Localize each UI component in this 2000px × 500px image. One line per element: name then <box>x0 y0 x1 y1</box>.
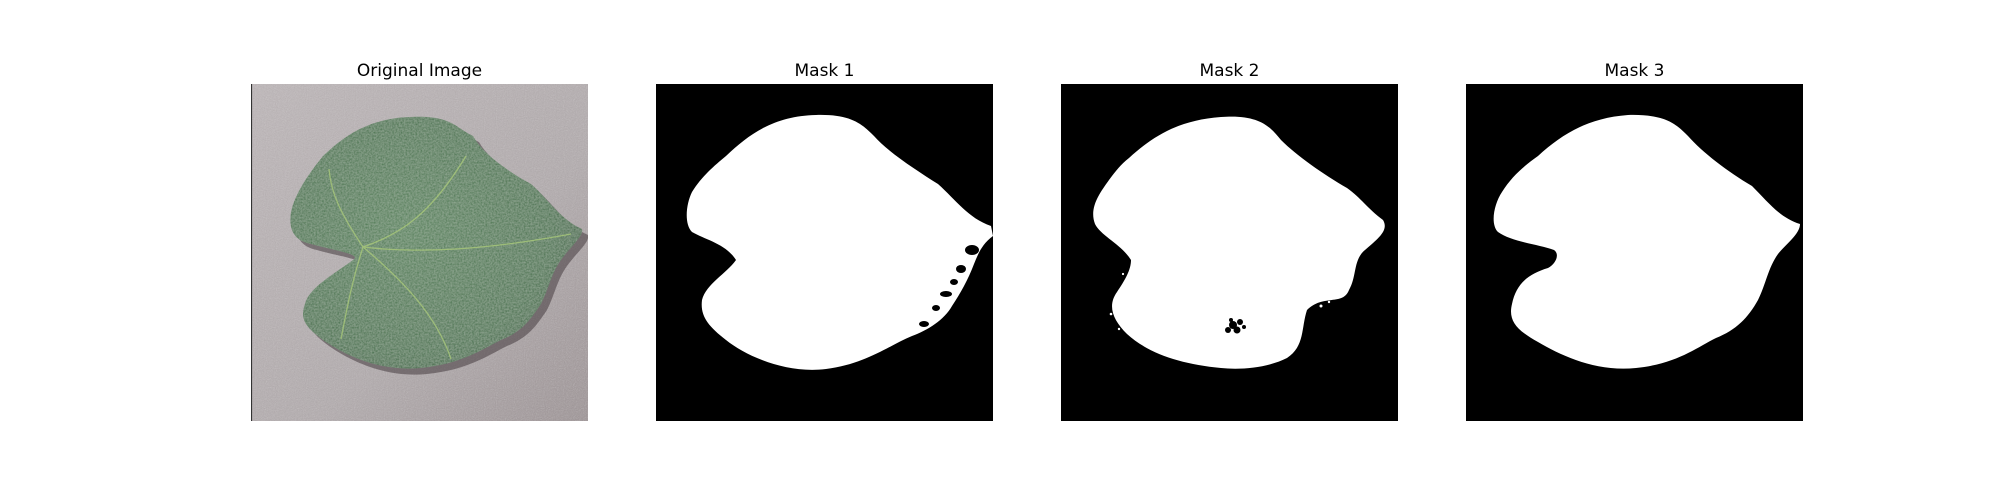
mask-3-foreground <box>1493 114 1800 369</box>
mask-1-foreground <box>686 114 993 370</box>
panel-mask-2: Mask 2 <box>1061 58 1398 421</box>
panel-mask-1: Mask 1 <box>656 58 993 421</box>
panel-title: Mask 2 <box>1199 61 1260 81</box>
mask-3-image <box>1466 84 1803 421</box>
mask-2-image <box>1061 84 1398 421</box>
mask-1-image <box>656 84 993 421</box>
leaf <box>290 116 583 369</box>
panel-mask-3: Mask 3 <box>1466 58 1803 421</box>
mask-2-foreground <box>1093 116 1385 369</box>
original-image <box>251 84 588 421</box>
panel-title: Mask 1 <box>794 61 855 81</box>
panel-title: Mask 3 <box>1604 61 1665 81</box>
panel-original-image: Original Image <box>251 58 588 421</box>
panel-title: Original Image <box>356 61 483 81</box>
